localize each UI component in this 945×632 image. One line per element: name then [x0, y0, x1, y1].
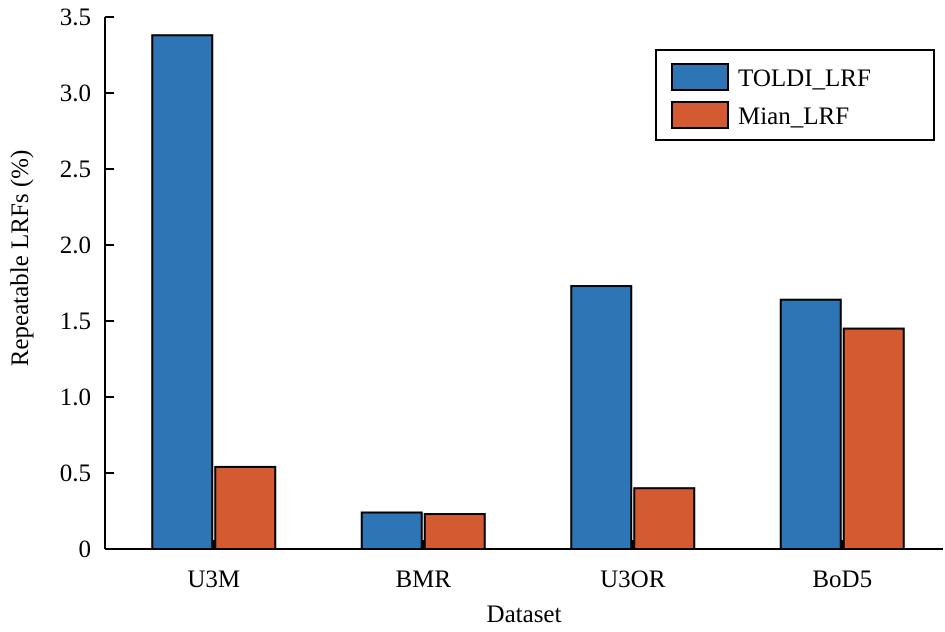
bars-layer	[151, 34, 905, 551]
legend-label-mian-lrf: Mian_LRF	[738, 103, 849, 130]
axes-layer	[104, 17, 943, 550]
y-tick-label: 2.5	[60, 156, 91, 183]
bar-toldi-lrf-bod5	[779, 298, 842, 550]
legend-swatch-mian-lrf	[671, 101, 729, 129]
legend-swatch-toldi-lrf	[671, 63, 729, 91]
y-tick-label: 0.5	[60, 460, 91, 487]
y-tick-label: 3.0	[60, 80, 91, 107]
bar-mian-lrf-u3or	[633, 487, 696, 551]
x-tick-label-bod5: BoD5	[812, 566, 872, 593]
x-tick-label-bmr: BMR	[395, 566, 451, 593]
y-tick-label: 2.0	[60, 232, 91, 259]
y-tick-label: 0	[79, 536, 92, 563]
x-ticks: U3M BMR U3OR BoD5	[187, 540, 872, 593]
x-tick-label-u3or: U3OR	[600, 566, 666, 593]
bar-toldi-lrf-u3or	[570, 285, 633, 550]
bar-mian-lrf-bmr	[423, 513, 486, 550]
y-tick-label: 1.5	[60, 308, 91, 335]
y-ticks: 0 0.5 1.0 1.5 2.0 2.5 3.0 3.5	[60, 4, 114, 563]
bar-mian-lrf-bod5	[842, 327, 905, 550]
legend: TOLDI_LRF Mian_LRF	[655, 49, 935, 141]
bar-toldi-lrf-bmr	[360, 511, 423, 551]
legend-label-toldi-lrf: TOLDI_LRF	[738, 65, 871, 92]
y-axis-label: Repeatable LRFs (%)	[7, 150, 34, 367]
bar-mian-lrf-u3m	[214, 465, 277, 551]
x-tick-label-u3m: U3M	[187, 566, 240, 593]
y-tick-label: 3.5	[60, 4, 91, 31]
x-axis-label: Dataset	[487, 601, 562, 628]
y-tick-label: 1.0	[60, 384, 91, 411]
bar-toldi-lrf-u3m	[151, 34, 214, 551]
